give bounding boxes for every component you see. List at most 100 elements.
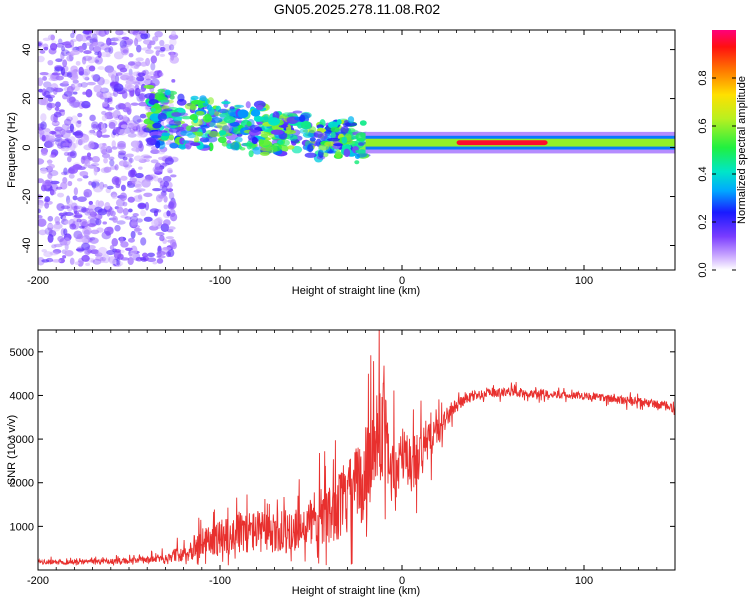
heatmap-cell xyxy=(206,104,213,111)
heatmap-cell xyxy=(72,195,78,201)
heatmap-cell xyxy=(49,251,59,256)
heatmap-cell xyxy=(134,183,142,189)
y-tick-label: 20 xyxy=(21,92,33,104)
heatmap-cell xyxy=(44,202,50,209)
heatmap-cell xyxy=(94,51,100,56)
x-tick-label: 0 xyxy=(399,575,405,587)
heatmap-band-1 xyxy=(143,84,371,165)
heatmap-cell xyxy=(209,121,217,128)
heatmap-cell xyxy=(151,135,162,139)
heatmap-cell xyxy=(91,181,97,189)
heatmap-cell xyxy=(102,91,112,99)
heatmap-cell xyxy=(326,137,340,142)
heatmap-cell xyxy=(97,76,105,86)
heatmap-cell xyxy=(38,229,47,236)
heatmap-cell xyxy=(72,79,79,84)
heatmap-cell xyxy=(135,57,144,62)
heatmap-cell xyxy=(122,72,132,78)
heatmap-cell xyxy=(130,129,135,134)
heatmap-cell xyxy=(251,136,258,145)
heatmap-cell xyxy=(55,42,65,48)
heatmap-cell xyxy=(218,130,227,136)
heatmap-cell xyxy=(147,174,156,179)
heatmap-cell xyxy=(136,119,143,123)
heatmap-cell xyxy=(143,75,150,80)
heatmap-cell xyxy=(79,170,89,177)
heatmap-cell xyxy=(101,134,111,138)
colorbar-tick-label: 0.6 xyxy=(697,118,709,133)
heatmap-cell xyxy=(97,66,106,70)
heatmap-cell xyxy=(103,157,108,164)
heatmap-cell xyxy=(129,92,134,97)
heatmap-cell xyxy=(104,30,110,35)
heatmap-cell xyxy=(120,175,128,181)
heatmap-cell xyxy=(127,257,134,265)
heatmap-cell xyxy=(109,245,115,251)
heatmap-cell xyxy=(73,214,83,218)
heatmap-cell xyxy=(55,75,64,81)
heatmap-cell xyxy=(104,47,112,53)
heatmap-cell xyxy=(81,242,91,251)
heatmap-cell xyxy=(103,166,112,173)
heatmap-cell xyxy=(127,196,135,203)
heatmap-cell xyxy=(135,44,142,53)
heatmap-cell xyxy=(181,139,190,144)
heatmap-cell xyxy=(140,237,147,246)
x-tick-label: 100 xyxy=(575,575,593,587)
heatmap-cell xyxy=(234,104,245,108)
y-tick-label: 3000 xyxy=(10,434,34,446)
heatmap-cell xyxy=(155,49,160,57)
heatmap-cell xyxy=(166,251,171,258)
heatmap-cell xyxy=(69,142,76,151)
heatmap-cell xyxy=(51,121,60,125)
heatmap-cell xyxy=(161,185,168,193)
heatmap-cell xyxy=(194,131,204,137)
heatmap-cell xyxy=(70,202,78,211)
heatmap-cell xyxy=(69,123,75,132)
heatmap-cell xyxy=(341,144,352,150)
heatmap-cell xyxy=(58,212,65,217)
heatmap-cell xyxy=(110,37,119,42)
heatmap-cell xyxy=(114,224,121,232)
heatmap-cell xyxy=(287,145,295,150)
heatmap-cell xyxy=(140,61,148,67)
heatmap-cell xyxy=(140,209,147,217)
spectrogram-heatmap xyxy=(38,30,675,268)
heatmap-cell xyxy=(67,180,73,187)
heatmap-cell xyxy=(250,109,261,117)
heatmap-cell xyxy=(43,251,53,258)
heatmap-cell xyxy=(278,124,289,128)
heatmap-cell xyxy=(144,201,150,211)
heatmap-cell xyxy=(180,130,193,136)
heatmap-cell xyxy=(122,90,128,99)
heatmap-cell xyxy=(79,225,85,229)
heatmap-cell xyxy=(260,131,270,138)
heatmap-cell xyxy=(66,116,73,122)
heatmap-cell xyxy=(38,129,45,135)
heatmap-cell xyxy=(43,46,49,51)
heatmap-cell xyxy=(128,53,134,58)
heatmap-cell xyxy=(135,218,143,223)
heatmap-cell xyxy=(70,38,77,43)
heatmap-cell xyxy=(43,128,52,137)
heatmap-cell xyxy=(150,62,156,71)
heatmap-cell xyxy=(75,60,81,66)
heatmap-cell xyxy=(160,162,168,168)
heatmap-cell xyxy=(168,201,175,209)
heatmap-cell xyxy=(268,117,280,126)
heatmap-cell xyxy=(143,84,155,89)
heatmap-cell xyxy=(81,100,91,109)
heatmap-cell xyxy=(66,199,73,207)
heatmap-cell xyxy=(78,66,84,76)
heatmap-cell xyxy=(82,91,87,95)
heatmap-cell xyxy=(122,115,128,122)
heatmap-cell xyxy=(41,134,46,142)
heatmap-cell xyxy=(157,156,166,161)
heatmap-cell xyxy=(218,112,231,118)
heatmap-cell xyxy=(156,258,164,264)
heatmap-cell xyxy=(171,30,177,36)
heatmap-cell xyxy=(117,152,126,159)
heatmap-cell xyxy=(82,68,91,76)
heatmap-cell xyxy=(108,156,115,161)
heatmap-cell xyxy=(47,159,53,166)
